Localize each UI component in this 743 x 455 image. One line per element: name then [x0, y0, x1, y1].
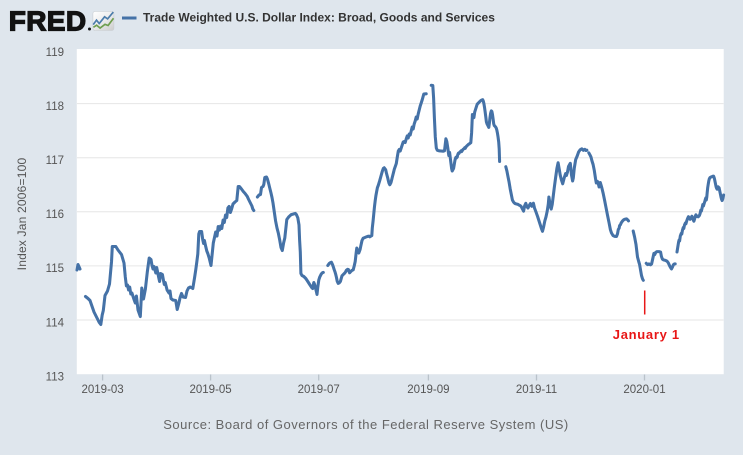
svg-text:2019-03: 2019-03 — [81, 384, 123, 396]
svg-text:116: 116 — [46, 209, 64, 221]
svg-text:2019-07: 2019-07 — [298, 384, 340, 396]
svg-text:FRED: FRED — [9, 5, 87, 36]
svg-text:Index Jan 2006=100: Index Jan 2006=100 — [15, 158, 29, 271]
svg-text:2020-01: 2020-01 — [623, 384, 665, 396]
svg-text:Trade Weighted U.S. Dollar Ind: Trade Weighted U.S. Dollar Index: Broad,… — [143, 10, 495, 24]
svg-text:2019-11: 2019-11 — [516, 384, 557, 396]
svg-text:113: 113 — [46, 371, 64, 383]
svg-text:2019-05: 2019-05 — [189, 384, 231, 396]
svg-text:January 1: January 1 — [613, 327, 680, 342]
svg-text:Source: Board of Governors of: Source: Board of Governors of the Federa… — [163, 417, 569, 432]
svg-text:117: 117 — [46, 155, 64, 167]
svg-text:114: 114 — [46, 317, 65, 329]
svg-text:115: 115 — [46, 263, 64, 275]
svg-text:118: 118 — [46, 101, 64, 113]
svg-text:119: 119 — [46, 47, 64, 59]
svg-text:2019-09: 2019-09 — [407, 384, 449, 396]
